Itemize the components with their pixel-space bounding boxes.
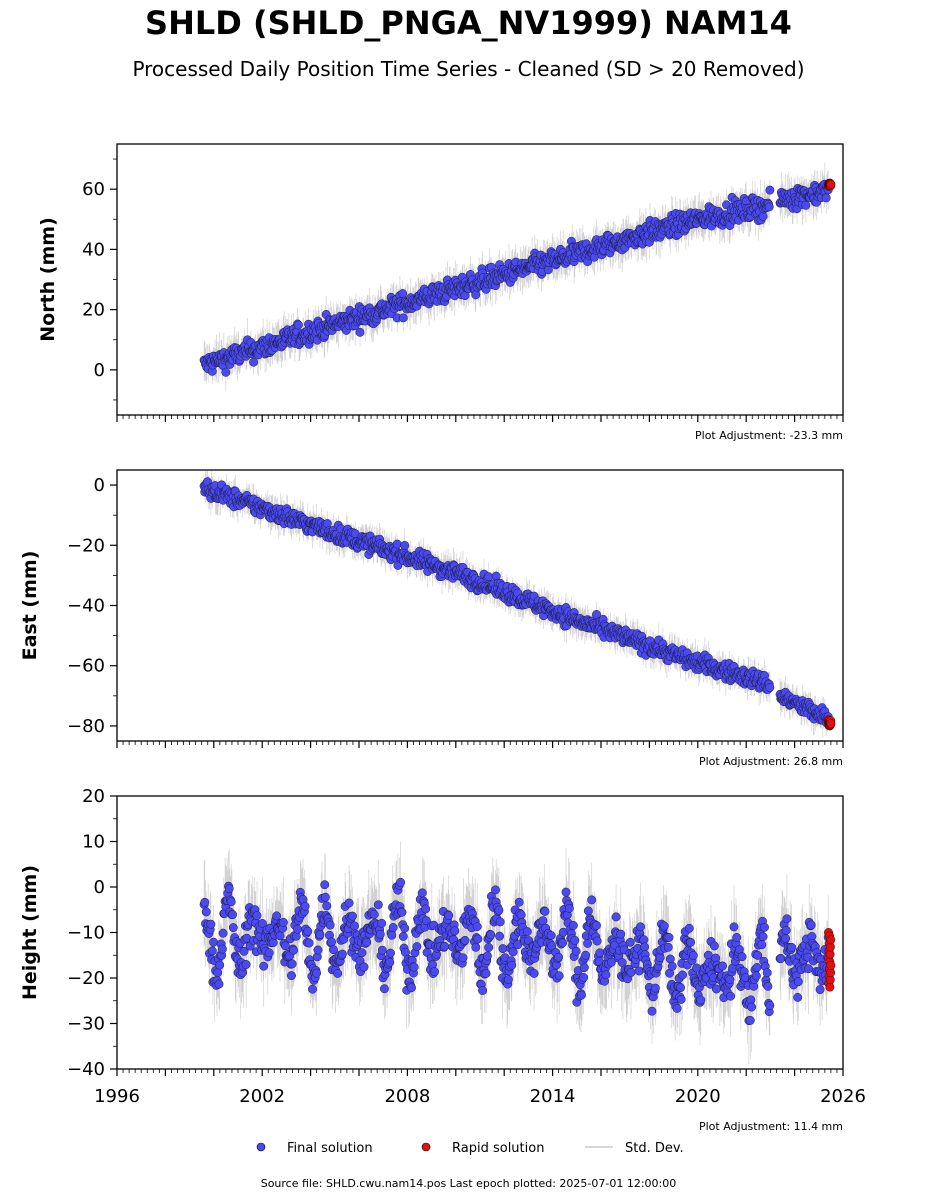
final-point: [200, 897, 210, 907]
final-points: [199, 179, 833, 377]
y-tick-label: −80: [67, 716, 105, 737]
final-point: [241, 960, 251, 969]
panel-3: 1996 2002 2008 2014 2020 2026−40−30−20−100102…: [19, 786, 866, 1133]
plot-adjustment-note: Plot Adjustment: 26.8 mm: [699, 755, 843, 768]
final-point: [257, 919, 267, 928]
final-point: [764, 202, 774, 212]
final-point: [275, 931, 285, 941]
final-point: [765, 682, 775, 692]
y-axis-label: North (mm): [37, 217, 59, 342]
y-tick-label: 0: [94, 360, 105, 381]
y-axis-label: East (mm): [19, 551, 41, 661]
chart-title: SHLD (SHLD_PNGA_NV1999) NAM14: [145, 4, 792, 42]
final-point: [252, 911, 262, 921]
plot-data-1: [199, 162, 836, 392]
final-point: [280, 941, 290, 951]
y-ticks: [110, 158, 117, 401]
y-tick-label: −60: [67, 656, 105, 677]
plot-data-2: [199, 470, 836, 738]
final-point: [228, 923, 238, 933]
plot-data-3: [199, 841, 836, 1064]
y-tick-label: 60: [82, 179, 105, 200]
final-point: [471, 290, 481, 300]
final-point: [268, 938, 278, 948]
final-point: [224, 884, 234, 894]
panel-2: 0 −20 −40 −60 −80 East (mm) Plot Adjustment: 2…: [19, 469, 844, 768]
final-point: [484, 572, 494, 582]
rapid-point: [826, 179, 836, 189]
final-point: [398, 313, 408, 323]
final-point: [322, 519, 332, 529]
final-point: [207, 946, 217, 956]
y-tick-label: −20: [67, 535, 105, 556]
panel-1: 0 20 40 60 North (mm) Plot Adjustment: -23.3 …: [37, 143, 844, 442]
final-point: [218, 928, 228, 938]
panels: 0 20 40 60 North (mm) Plot Adjustment: -23.3 …: [19, 143, 866, 1133]
rapid-points: [824, 715, 836, 731]
final-point: [400, 541, 410, 550]
y-tick-label: 0: [94, 475, 105, 496]
chart-subtitle: Processed Daily Position Time Series - C…: [132, 57, 805, 81]
plot-adjustment-note: Plot Adjustment: -23.3 mm: [695, 429, 843, 442]
final-point: [228, 910, 238, 920]
rapid-points: [824, 178, 836, 191]
final-point: [287, 959, 297, 969]
final-point: [272, 911, 282, 921]
final-point: [801, 200, 811, 210]
final-point: [765, 185, 775, 195]
y-ticks: [110, 484, 117, 727]
y-tick-label: −40: [67, 596, 105, 617]
final-point: [355, 327, 365, 337]
final-points: [199, 877, 833, 1026]
final-points: [199, 477, 833, 727]
final-point: [287, 971, 296, 981]
y-tick-label: 20: [82, 300, 105, 321]
final-point: [201, 907, 211, 917]
final-point: [278, 917, 288, 927]
final-point: [206, 919, 216, 929]
final-point: [239, 946, 249, 956]
final-point: [249, 357, 259, 367]
final-point: [214, 979, 224, 989]
y-tick-label: 40: [82, 239, 105, 260]
final-point: [264, 948, 274, 958]
final-point: [392, 539, 402, 549]
final-point: [293, 320, 303, 330]
rapid-point: [826, 719, 836, 728]
final-point: [217, 944, 227, 954]
final-point: [259, 961, 269, 971]
final-point: [821, 193, 831, 203]
x-ticks: [116, 741, 844, 748]
final-point: [215, 960, 225, 970]
final-point: [221, 367, 231, 377]
final-point: [209, 937, 219, 947]
axes-frame: [116, 469, 844, 742]
final-point: [226, 897, 236, 907]
final-point: [398, 289, 408, 299]
final-point: [213, 968, 223, 978]
x-ticks: [116, 415, 844, 422]
